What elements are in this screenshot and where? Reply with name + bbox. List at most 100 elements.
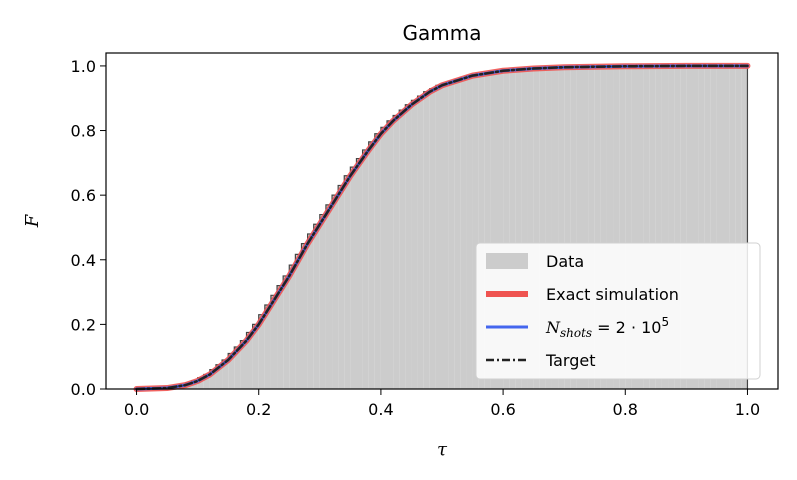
histogram-bar bbox=[405, 104, 412, 389]
y-tick-label: 0.4 bbox=[71, 251, 96, 270]
histogram-bar bbox=[600, 66, 607, 389]
histogram-bar bbox=[741, 65, 748, 389]
histogram-bar bbox=[234, 347, 241, 389]
histogram-bar bbox=[283, 275, 290, 389]
histogram-bar bbox=[295, 254, 302, 389]
histogram-bar bbox=[735, 65, 742, 389]
histogram-bar bbox=[215, 364, 223, 389]
histogram-bar bbox=[264, 305, 271, 389]
histogram-bar bbox=[338, 185, 345, 389]
histogram-bar bbox=[558, 67, 565, 389]
histogram-bar bbox=[313, 224, 320, 389]
y-tick-label: 0.8 bbox=[71, 122, 96, 141]
legend: Data Exact simulation Nshots = 2 · 105 T… bbox=[475, 242, 761, 380]
histogram-bar bbox=[496, 70, 504, 390]
nshots-exp: 5 bbox=[661, 315, 669, 329]
histogram-bar bbox=[332, 195, 339, 389]
y-tick-label: 1.0 bbox=[71, 57, 96, 76]
histogram-bar bbox=[429, 88, 436, 390]
histogram-bar bbox=[228, 353, 235, 389]
histogram-bar bbox=[686, 65, 693, 389]
histogram-bar bbox=[606, 66, 614, 389]
histogram-bar bbox=[368, 141, 375, 389]
histogram-bar bbox=[380, 127, 388, 390]
histogram-bar bbox=[533, 68, 540, 389]
histogram-bar bbox=[344, 175, 351, 389]
histogram-bar bbox=[490, 71, 497, 389]
histogram-bar bbox=[582, 66, 589, 389]
histogram-bar bbox=[625, 66, 632, 390]
histogram-bar bbox=[472, 74, 479, 390]
series-lines bbox=[133, 62, 751, 392]
histogram-bar bbox=[325, 204, 333, 389]
histogram-bar bbox=[613, 66, 620, 389]
histogram-bar bbox=[643, 66, 650, 390]
histogram-bar bbox=[246, 332, 253, 389]
histogram-bar bbox=[484, 72, 491, 389]
histogram-bar bbox=[723, 65, 730, 389]
histogram-bar bbox=[588, 66, 595, 389]
legend-box bbox=[475, 242, 761, 380]
histogram-bar bbox=[716, 65, 724, 389]
histogram-bar bbox=[564, 67, 571, 389]
histogram-bar bbox=[423, 91, 430, 390]
histogram-bar bbox=[460, 77, 467, 390]
histogram-bar bbox=[454, 79, 461, 389]
plot-frame bbox=[105, 52, 779, 390]
histogram-bar bbox=[374, 133, 381, 389]
histogram-bar bbox=[710, 65, 717, 389]
histogram-bar bbox=[277, 285, 284, 389]
histogram-bar bbox=[527, 68, 534, 389]
x-tick-label: 0.2 bbox=[246, 400, 271, 419]
histogram-bar bbox=[594, 66, 601, 389]
histogram-bar bbox=[466, 75, 473, 389]
histogram-bar bbox=[448, 81, 455, 389]
x-tick-label: 0.4 bbox=[368, 400, 393, 419]
histogram-bar bbox=[417, 96, 424, 390]
histogram-bar bbox=[240, 340, 247, 389]
histogram-bar bbox=[209, 369, 216, 389]
histogram-bar bbox=[442, 83, 449, 389]
nshots-base: N bbox=[545, 318, 561, 337]
legend-label-target: Target bbox=[545, 351, 596, 370]
y-axis-label: F bbox=[22, 213, 43, 228]
legend-label-exact: Exact simulation bbox=[546, 285, 679, 304]
histogram-bar bbox=[362, 149, 369, 389]
y-tick-label: 0.6 bbox=[71, 186, 96, 205]
histogram-bar bbox=[203, 374, 210, 389]
x-tick-label: 1.0 bbox=[735, 400, 760, 419]
histogram-bar bbox=[319, 214, 326, 389]
histogram-bar bbox=[680, 65, 687, 389]
legend-swatch-data bbox=[486, 253, 528, 269]
histogram-bar bbox=[509, 69, 516, 389]
y-tick-label: 0.0 bbox=[71, 380, 96, 399]
histogram-bar bbox=[576, 66, 583, 389]
nshots-sub: shots bbox=[560, 326, 592, 340]
histogram-bar bbox=[655, 66, 662, 389]
histogram-bar bbox=[698, 65, 705, 389]
histogram-bar bbox=[252, 324, 259, 389]
histogram-bar bbox=[289, 265, 296, 389]
x-axis-label: τ bbox=[437, 439, 448, 460]
series-line-target bbox=[135, 64, 749, 391]
histogram-bar bbox=[411, 100, 418, 389]
legend-label-nshots: Nshots = 2 · 105 bbox=[545, 315, 669, 340]
histogram-bar bbox=[570, 67, 577, 389]
data-histogram bbox=[136, 65, 749, 390]
histogram-bar bbox=[704, 65, 711, 389]
histogram-bar bbox=[258, 314, 265, 389]
histogram-bar bbox=[539, 67, 546, 389]
histogram-bar bbox=[637, 66, 644, 389]
histogram-bar bbox=[270, 295, 278, 389]
histogram-bar bbox=[515, 69, 522, 390]
y-axis: 0.0 0.2 0.4 0.6 0.8 1.0 bbox=[71, 57, 106, 399]
y-tick-label: 0.2 bbox=[71, 315, 96, 334]
histogram-bar bbox=[649, 66, 656, 389]
histogram-bar bbox=[356, 158, 363, 389]
histogram-bar bbox=[674, 65, 681, 389]
histogram-bar bbox=[478, 73, 485, 389]
histogram-bar bbox=[551, 67, 559, 389]
x-tick-label: 0.8 bbox=[613, 400, 638, 419]
nshots-rest: = 2 · 10 bbox=[592, 318, 661, 337]
